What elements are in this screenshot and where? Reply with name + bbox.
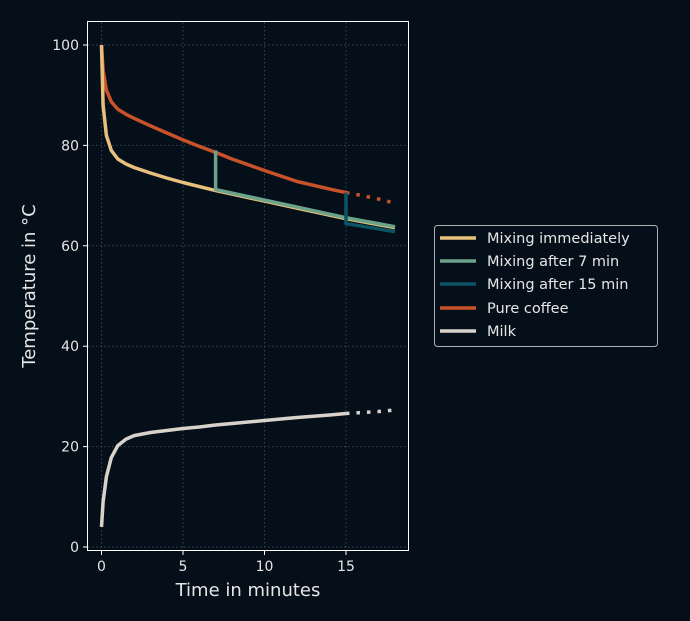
legend-label: Mixing immediately bbox=[487, 231, 630, 247]
plot-series bbox=[99, 44, 396, 528]
legend-item: Mixing after 15 min bbox=[440, 277, 628, 293]
y-axis-label: Temperature in °C bbox=[19, 204, 40, 368]
legend-label: Mixing after 7 min bbox=[487, 254, 619, 270]
series-line-milk-extrapolated bbox=[345, 408, 396, 416]
x-tick-label: 10 bbox=[256, 559, 274, 575]
x-tick-label: 0 bbox=[97, 559, 106, 575]
y-tick-label: 60 bbox=[61, 239, 79, 255]
y-tick-label: 20 bbox=[61, 440, 79, 456]
grid-lines bbox=[88, 22, 408, 550]
y-tick-label: 100 bbox=[52, 38, 79, 54]
plot-frame bbox=[87, 21, 409, 551]
series-line-mixing-after-15-min bbox=[344, 192, 396, 234]
series-line-milk bbox=[99, 411, 347, 528]
legend-label: Mixing after 15 min bbox=[487, 277, 628, 293]
x-axis-label: Time in minutes bbox=[175, 580, 321, 601]
legend-label: Milk bbox=[487, 324, 517, 340]
legend-item: Pure coffee bbox=[440, 301, 569, 317]
legend-item: Milk bbox=[440, 324, 517, 340]
x-tick-label: 5 bbox=[179, 559, 188, 575]
axis-ticks: 0 5 10 15 0 20 40 60 80 100 bbox=[52, 38, 355, 575]
series-line-pure-coffee bbox=[99, 44, 347, 195]
y-tick-label: 0 bbox=[70, 540, 79, 556]
series-line-mixing-after-7-min bbox=[213, 150, 396, 229]
legend: Mixing immediately Mixing after 7 min Mi… bbox=[434, 225, 658, 347]
y-tick-label: 80 bbox=[61, 138, 79, 154]
legend-box bbox=[434, 225, 658, 347]
legend-item: Mixing immediately bbox=[440, 231, 630, 247]
x-tick-label: 15 bbox=[337, 559, 355, 575]
legend-item: Mixing after 7 min bbox=[440, 254, 619, 270]
legend-label: Pure coffee bbox=[487, 301, 569, 317]
y-tick-label: 40 bbox=[61, 339, 79, 355]
